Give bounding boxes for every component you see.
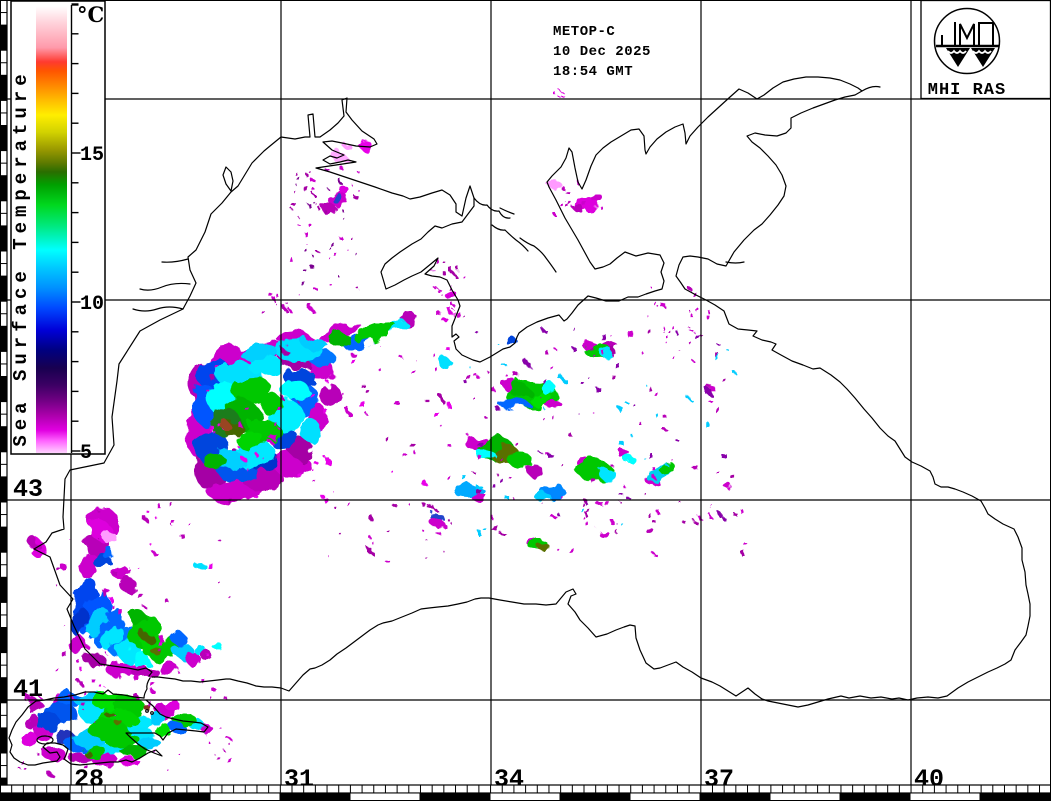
colorbar-tick-labels: 5 10 15 <box>80 144 104 465</box>
header-annotation: METOP-C 10 Dec 2025 18:54 GMT <box>553 24 651 80</box>
acquisition-date: 10 Dec 2025 <box>553 44 651 60</box>
river-kuban <box>725 261 745 264</box>
sst-data-layer <box>19 92 748 778</box>
colorbar-gradient <box>36 6 67 453</box>
river-danube-delta <box>139 282 191 291</box>
colorbar-axis <box>70 3 81 453</box>
coastline-marmara-island <box>36 735 54 745</box>
logo-circle-icon <box>933 7 1001 75</box>
river-danube-delta <box>161 258 189 263</box>
coastline-princes-islands <box>150 711 154 715</box>
acquisition-time: 18:54 GMT <box>553 64 633 80</box>
river-don <box>861 85 881 92</box>
logo-org-label: MHI RAS <box>928 81 1006 100</box>
coastline-sivash-lagoon <box>519 237 557 273</box>
colorbar-tick-label: 10 <box>80 293 104 316</box>
mhi-ras-logo: MHI RAS <box>920 0 1051 100</box>
colorbar-panel: 5 10 15 °C Sea Surface Temperature <box>10 0 106 465</box>
colorbar-tick-label: 15 <box>80 144 104 167</box>
coastline-sea-of-marmara <box>8 689 209 766</box>
coastline-sivash-lagoon <box>473 197 511 219</box>
coastline-sivash-lagoon <box>491 224 529 252</box>
colorbar-tick-label: 5 <box>80 442 92 465</box>
colorbar-unit-label: °C <box>77 2 104 27</box>
logo-waves-icon <box>946 48 995 67</box>
river-danube-delta <box>132 306 184 312</box>
latitude-label: 41 <box>13 675 43 704</box>
coastline-layer <box>8 76 1031 766</box>
logo-emblem-icon <box>936 22 999 48</box>
coastline-bosphorus-strait <box>143 677 151 699</box>
latitude-label: 43 <box>13 475 43 504</box>
coastline-sivash-lagoon <box>499 207 515 215</box>
coastline-princes-islands <box>145 709 149 713</box>
satellite-name: METOP-C <box>553 24 615 40</box>
coastline-black-sea-azov <box>33 76 1031 708</box>
coastline-dniester-liman <box>222 166 234 192</box>
colorbar-title: Sea Surface Temperature <box>10 69 32 446</box>
